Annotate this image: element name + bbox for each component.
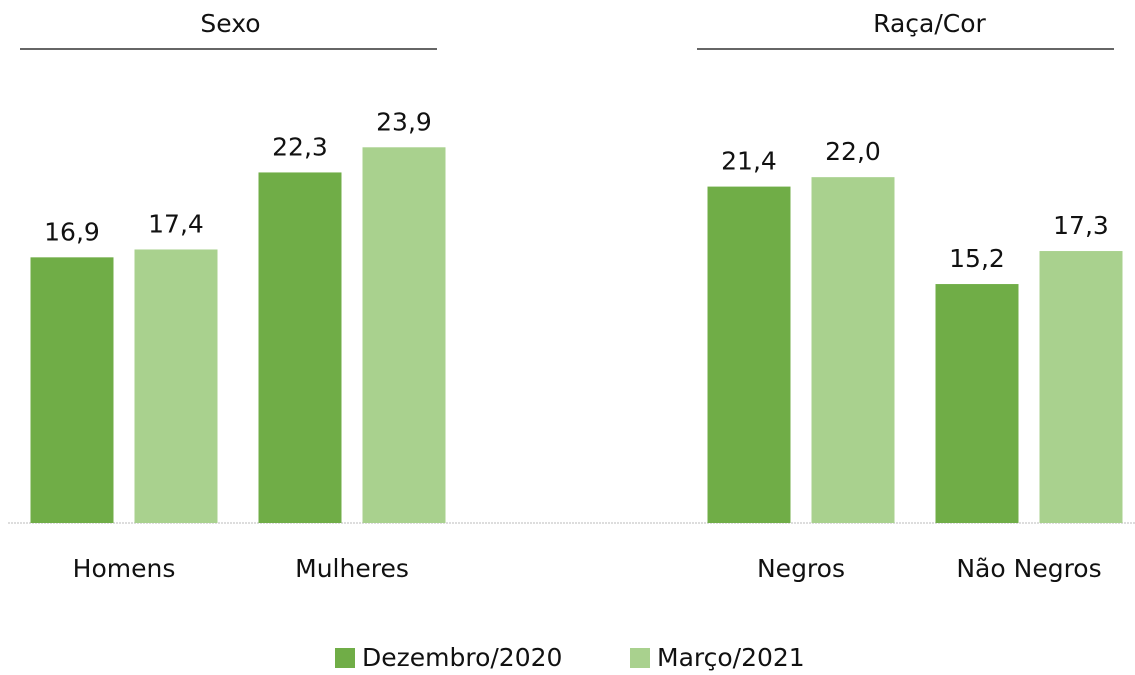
data-label: 22,0	[825, 137, 881, 166]
bar	[1039, 251, 1123, 523]
x-tick-label: Não Negros	[956, 554, 1101, 583]
legend-label: Dezembro/2020	[362, 643, 562, 672]
bar	[362, 147, 446, 524]
data-label: 16,9	[44, 217, 100, 246]
data-label: 15,2	[949, 244, 1005, 273]
x-tick-label: Mulheres	[295, 554, 409, 583]
legend-swatch	[630, 648, 650, 668]
bar	[707, 186, 791, 524]
group-title: Sexo	[200, 9, 260, 38]
bar	[258, 172, 342, 523]
bar	[30, 257, 114, 523]
x-tick-label: Homens	[73, 554, 176, 583]
data-label: 22,3	[272, 132, 328, 161]
bar	[134, 249, 218, 524]
data-label: 21,4	[721, 147, 777, 176]
bar	[811, 177, 895, 523]
bar	[935, 284, 1019, 523]
data-label: 17,4	[148, 209, 204, 238]
legend-swatch	[335, 648, 355, 668]
data-label: 17,3	[1053, 211, 1109, 240]
data-label: 23,9	[376, 107, 432, 136]
legend-label: Março/2021	[657, 643, 805, 672]
x-tick-label: Negros	[757, 554, 845, 583]
group-title: Raça/Cor	[873, 9, 986, 38]
